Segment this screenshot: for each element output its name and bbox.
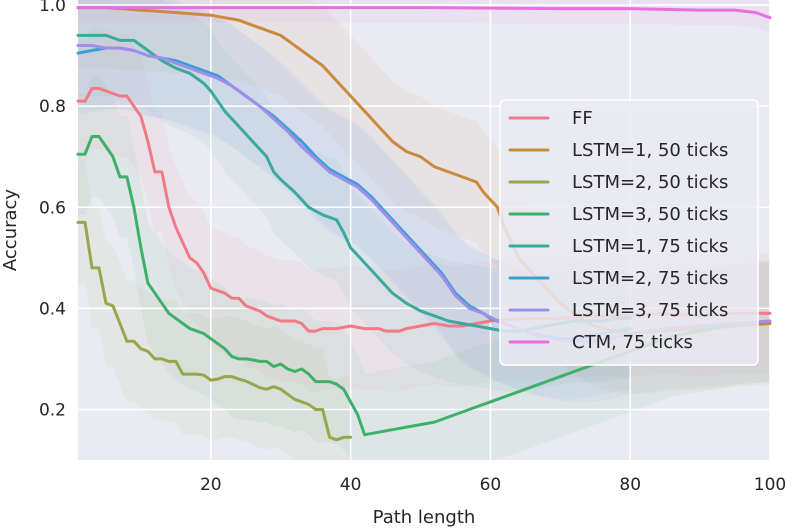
legend-label-ctm-75-ticks: CTM, 75 ticks	[572, 332, 693, 353]
series-line-ff	[76, 87, 772, 333]
band-lstm-2-50-ticks	[78, 161, 351, 461]
legend-label-lstm-2-75-ticks: LSTM=2, 75 ticks	[572, 268, 728, 289]
y-axis-label: Accuracy	[0, 189, 21, 272]
legend-label-lstm-3-75-ticks: LSTM=3, 75 ticks	[572, 300, 728, 321]
legend-box	[499, 99, 759, 366]
x-tick-label: 40	[340, 475, 362, 495]
x-tick-label: 80	[619, 475, 641, 495]
series-line-lstm-2-50-ticks	[76, 220, 353, 442]
x-tick-label: 60	[480, 475, 502, 495]
legend: FF LSTM=1, 50 ticks LSTM=2, 50 ticks LSTM=3…	[499, 99, 759, 366]
y-tick-label: 0.8	[39, 97, 66, 117]
legend-label-ff: FF	[572, 108, 593, 129]
y-tick-label: 0.4	[39, 299, 66, 319]
y-tick-label: 1.0	[39, 0, 66, 16]
y-tick-labels: 0.2 0.4 0.6 0.8 1.0	[39, 0, 66, 420]
legend-label-lstm-2-50-ticks: LSTM=2, 50 ticks	[572, 172, 728, 193]
x-tick-label: 100	[754, 475, 786, 495]
x-axis-label: Path length	[373, 507, 476, 528]
x-tick-labels: 20 40 60 80 100	[200, 475, 786, 495]
y-tick-label: 0.6	[39, 198, 66, 218]
x-tick-label: 20	[200, 475, 222, 495]
y-tick-label: 0.2	[39, 400, 66, 420]
series-line-ctm-75-ticks	[76, 6, 772, 20]
legend-label-lstm-3-50-ticks: LSTM=3, 50 ticks	[572, 204, 728, 225]
legend-label-lstm-1-75-ticks: LSTM=1, 75 ticks	[572, 236, 728, 257]
legend-label-lstm-1-50-ticks: LSTM=1, 50 ticks	[572, 140, 728, 161]
